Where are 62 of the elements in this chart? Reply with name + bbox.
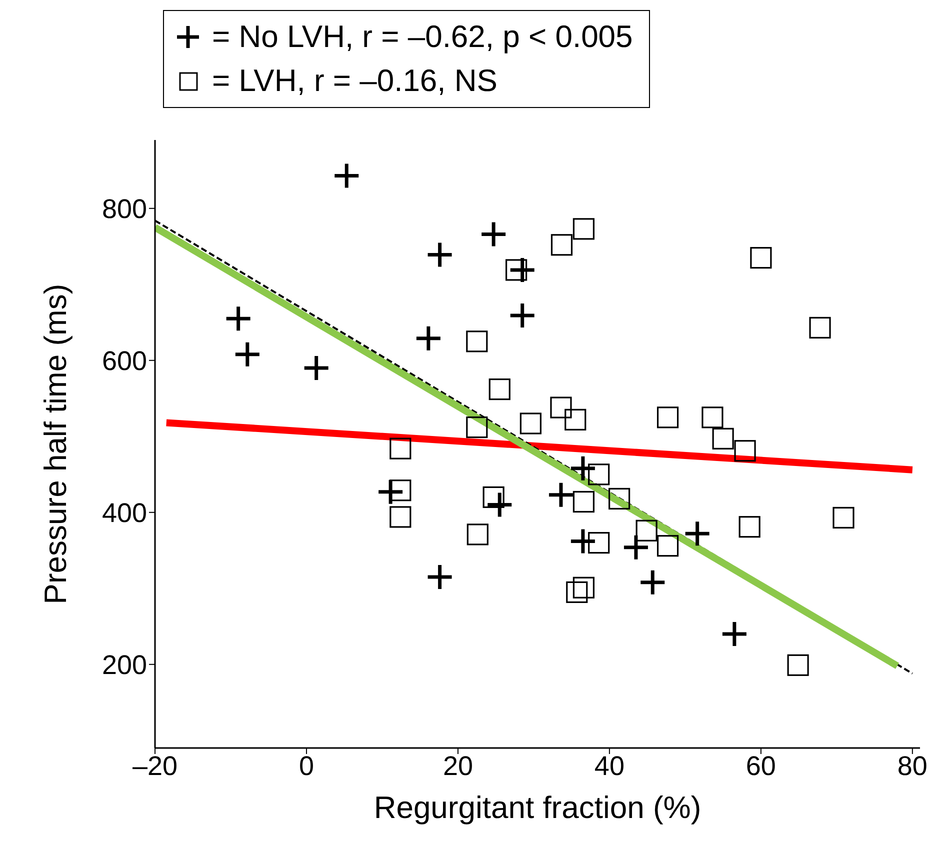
point xyxy=(482,486,504,508)
point xyxy=(488,378,510,400)
y-tick-label: 600 xyxy=(102,346,147,376)
point xyxy=(656,535,679,557)
point xyxy=(572,218,595,240)
point xyxy=(787,654,809,676)
point xyxy=(466,524,488,546)
y-tick-label: 400 xyxy=(102,498,147,528)
point xyxy=(488,492,512,517)
x-tick-label: 60 xyxy=(746,751,776,782)
point xyxy=(640,570,665,594)
x-tick-label: –20 xyxy=(132,751,178,782)
point xyxy=(588,532,610,554)
point xyxy=(482,222,506,246)
point xyxy=(588,464,610,486)
x-tick-label: 20 xyxy=(442,751,473,782)
point xyxy=(466,330,488,352)
point xyxy=(750,247,772,269)
point xyxy=(685,522,710,546)
x-axis-title: Regurgitant fraction (%) xyxy=(374,790,702,825)
y-axis-title: Pressure half time (ms) xyxy=(38,284,74,604)
point xyxy=(564,408,586,430)
point xyxy=(809,316,831,339)
y-tick-label: 200 xyxy=(102,650,147,680)
x-tick-label: 0 xyxy=(298,751,314,782)
point xyxy=(550,234,573,256)
point xyxy=(428,242,452,267)
point xyxy=(390,438,412,460)
point xyxy=(548,482,573,507)
point xyxy=(550,396,572,418)
point xyxy=(572,490,595,513)
point xyxy=(734,440,756,462)
point xyxy=(722,622,746,646)
point xyxy=(505,259,528,281)
point xyxy=(570,529,595,554)
point xyxy=(304,356,328,380)
point xyxy=(226,306,250,331)
point xyxy=(608,488,630,510)
point xyxy=(466,416,488,438)
point xyxy=(416,326,440,350)
point xyxy=(572,576,595,598)
x-tick-label: 80 xyxy=(897,751,928,782)
point xyxy=(636,520,658,542)
legend-label: = No LVH, r = –0.62, p < 0.005 xyxy=(212,18,633,56)
point xyxy=(390,506,412,528)
point xyxy=(712,428,734,450)
point xyxy=(570,456,595,480)
point xyxy=(334,164,359,188)
point xyxy=(235,342,260,366)
point xyxy=(566,581,588,603)
point xyxy=(510,304,534,328)
legend-label: = LVH, r = –0.16, NS xyxy=(212,62,498,100)
y-tick-label: 800 xyxy=(102,194,147,224)
x-tick-label: 40 xyxy=(594,751,624,782)
point xyxy=(428,565,452,589)
point xyxy=(738,516,760,538)
point xyxy=(520,412,542,434)
point xyxy=(702,406,724,428)
point xyxy=(624,535,648,560)
point xyxy=(832,506,854,529)
point xyxy=(656,406,679,428)
point xyxy=(390,480,412,502)
